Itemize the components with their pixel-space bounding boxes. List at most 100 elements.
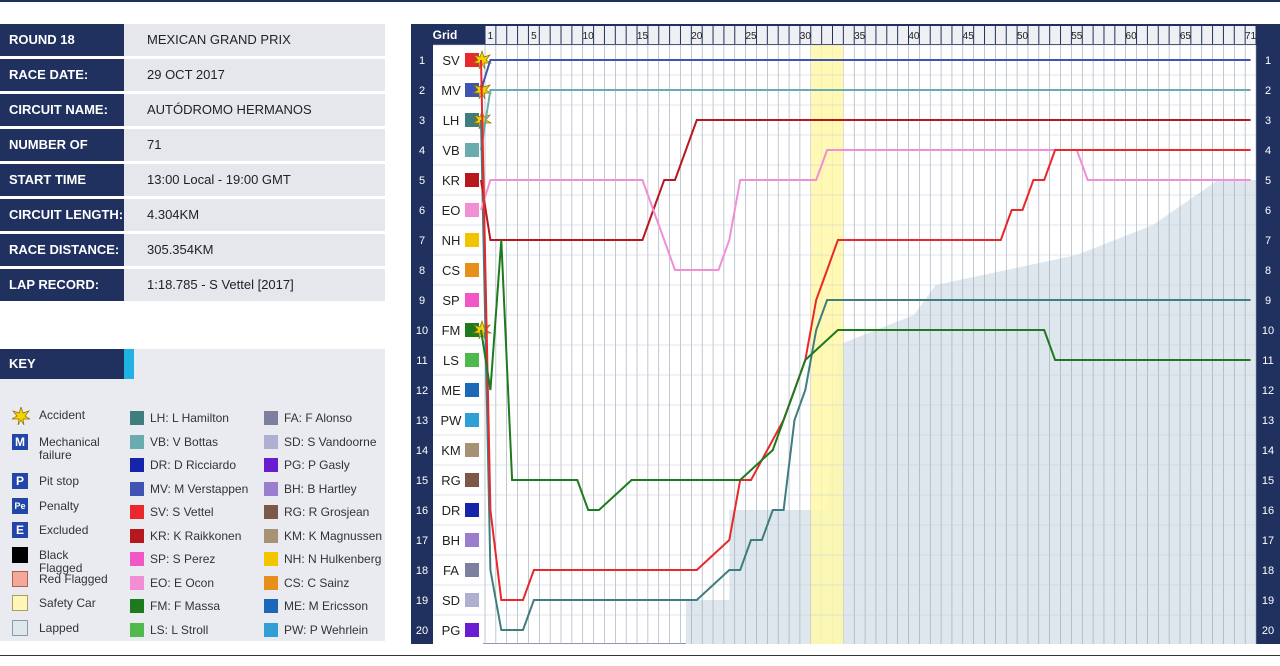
driver-color-swatch (130, 505, 144, 519)
black-flag-icon (12, 547, 28, 563)
driver-line-fm (480, 239, 1251, 511)
grid-driver-code: FA (443, 563, 459, 578)
position-number-left: 2 (419, 85, 425, 97)
key-driver-label: VB: V Bottas (150, 434, 219, 449)
info-value: 71 (147, 137, 162, 152)
driver-color-swatch (130, 434, 144, 449)
lap-header-cell (518, 26, 528, 44)
lap-header-cell (637, 26, 648, 44)
grid-driver-code: SV (442, 53, 460, 68)
lap-header-cell (659, 26, 670, 44)
key-driver-label: LS: L Stroll (150, 622, 209, 637)
lap-header-cell (1223, 26, 1234, 44)
driver-color-swatch (264, 411, 278, 425)
info-value: 305.354KM (147, 242, 214, 257)
lap-header-cell (670, 26, 680, 44)
lap-header-cell (626, 26, 637, 44)
position-number-left: 10 (416, 325, 428, 337)
lap-header-cell (1028, 26, 1039, 44)
grid-driver-swatch (465, 473, 479, 487)
grid-driver-swatch (465, 623, 479, 637)
grid-driver-swatch (465, 503, 479, 517)
info-label: CIRCUIT NAME: (0, 94, 124, 126)
driver-color-swatch (130, 411, 144, 425)
driver-color-swatch (264, 575, 278, 590)
position-column-right (1256, 45, 1280, 644)
key-driver-label: FA: F Alonso (284, 411, 353, 425)
info-label: LAP RECORD: (0, 269, 124, 301)
driver-color-swatch (130, 599, 144, 613)
lap-header-cell (974, 26, 985, 44)
lap-header-cell (800, 26, 811, 44)
position-number-left: 6 (419, 205, 425, 217)
lap-tick-label: 20 (691, 31, 703, 42)
lap-header-cell (1137, 26, 1147, 44)
info-row: ROUND 18 MEXICAN GRAND PRIX (0, 24, 385, 56)
lap-tick-label: 45 (963, 31, 975, 42)
penalty-icon: Pe (12, 498, 28, 514)
lap-header-cell (865, 26, 876, 44)
lap-tick-label: 50 (1017, 31, 1029, 42)
accident-icon (10, 405, 32, 426)
info-value: AUTÓDROMO HERMANOS RODRÍGUEZ (147, 102, 312, 149)
position-number-right: 19 (1262, 595, 1274, 607)
lap-header-cell (1017, 26, 1028, 44)
position-number-right: 5 (1265, 175, 1271, 187)
lap-header-cell (507, 26, 518, 44)
position-number-left: 3 (419, 115, 425, 127)
driver-color-swatch (264, 481, 278, 496)
position-number-right: 10 (1262, 325, 1274, 337)
key-driver-label: SV: S Vettel (150, 505, 214, 519)
lap-header-cell (778, 26, 789, 44)
key-driver-label: EO: E Ocon (150, 575, 215, 590)
lap-header-cell (583, 26, 594, 44)
info-label: NUMBER OF LAPS: (0, 129, 124, 161)
lap-header-cell (594, 26, 604, 44)
lap-tick-label: 1 (488, 31, 494, 42)
lap-header-cell (746, 26, 756, 44)
position-number-left: 15 (416, 475, 428, 487)
key-panel: KEY Accident M Mechanical failure P Pit stop… (0, 349, 385, 641)
lap-header-cell (648, 26, 659, 44)
lap-header-cell (1126, 26, 1137, 44)
key-driver-label: ME: M Ericsson (284, 599, 369, 613)
lap-header-cell (1104, 26, 1115, 44)
grid-driver-code: PW (441, 413, 463, 428)
grid-driver-swatch (465, 293, 479, 307)
position-number-left: 5 (419, 175, 425, 187)
key-symbol-label: Pit stop (39, 474, 80, 488)
position-number-right: 17 (1262, 535, 1274, 547)
driver-line-vb (480, 89, 1251, 151)
position-number-left: 20 (416, 625, 428, 637)
position-number-left: 19 (416, 595, 428, 607)
grid-driver-code: ME (441, 383, 461, 398)
grid-driver-swatch (465, 563, 479, 577)
position-number-right: 20 (1262, 625, 1274, 637)
lap-header-cell (724, 26, 735, 44)
info-label: ROUND 18 (0, 24, 124, 56)
key-symbol-label: Safety Car (39, 596, 96, 610)
position-number-left: 7 (419, 235, 425, 247)
key-driver-label: PW: P Wehrlein (284, 622, 369, 637)
lap-header-cell (1202, 26, 1213, 44)
lap-header-cell (843, 26, 854, 44)
lap-header-cell (854, 26, 865, 44)
grid-driver-swatch (465, 533, 479, 547)
lap-tick-label: 60 (1126, 31, 1138, 42)
driver-line-mv (480, 59, 1251, 91)
info-row: CIRCUIT LENGTH: 4.304KM (0, 199, 385, 231)
key-driver-label: CS: C Sainz (284, 575, 350, 590)
position-number-right: 14 (1262, 445, 1274, 457)
driver-line-kr (480, 119, 1251, 241)
grid-driver-code: MV (441, 83, 461, 98)
grid-driver-code: NH (442, 233, 461, 248)
grid-driver-code: VB (442, 143, 459, 158)
grid-header: Grid (433, 28, 458, 42)
key-title: KEY (0, 349, 134, 379)
driver-color-swatch (130, 481, 144, 496)
lapped-icon (12, 620, 28, 636)
driver-color-swatch (130, 622, 144, 637)
driver-color-swatch (130, 528, 144, 543)
driver-color-swatch (130, 575, 144, 590)
position-number-left: 17 (416, 535, 428, 547)
